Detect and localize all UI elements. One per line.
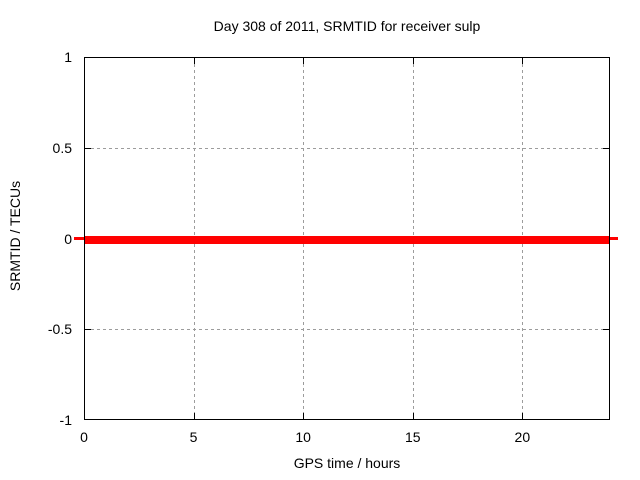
x-tick-top bbox=[412, 58, 414, 64]
x-tick-label: 5 bbox=[189, 429, 198, 445]
y-tick-right bbox=[603, 329, 609, 331]
y-tick-left bbox=[85, 329, 91, 331]
x-tick-top bbox=[303, 58, 305, 64]
x-tick-top bbox=[193, 58, 195, 64]
x-tick-label: 20 bbox=[514, 429, 531, 445]
y-gridline bbox=[85, 329, 609, 331]
y-tick-label: 1 bbox=[64, 49, 72, 65]
chart-title: Day 308 of 2011, SRMTID for receiver sul… bbox=[213, 18, 481, 34]
x-axis-label: GPS time / hours bbox=[293, 455, 401, 471]
y-tick-label: 0.5 bbox=[52, 139, 72, 156]
y-tick-left bbox=[85, 147, 91, 149]
y-gridline bbox=[85, 147, 609, 149]
y-tick-label: -1 bbox=[59, 412, 72, 428]
plot-area bbox=[84, 57, 610, 420]
series-zero-line bbox=[85, 235, 609, 244]
y-tick-label: 0 bbox=[64, 230, 72, 247]
x-tick-label: 10 bbox=[295, 429, 311, 445]
x-tick-bottom bbox=[303, 413, 305, 419]
x-tick-bottom bbox=[193, 413, 195, 419]
x-tick-bottom bbox=[412, 413, 414, 419]
y-tick-label: -0.5 bbox=[47, 321, 72, 338]
series-overhang-right bbox=[610, 237, 618, 240]
x-tick-label: 0 bbox=[80, 429, 88, 445]
y-tick-right bbox=[603, 147, 609, 149]
series-overhang-left bbox=[74, 237, 84, 240]
x-tick-bottom bbox=[522, 413, 524, 419]
x-tick-label: 15 bbox=[404, 429, 421, 445]
x-tick-top bbox=[522, 58, 524, 64]
